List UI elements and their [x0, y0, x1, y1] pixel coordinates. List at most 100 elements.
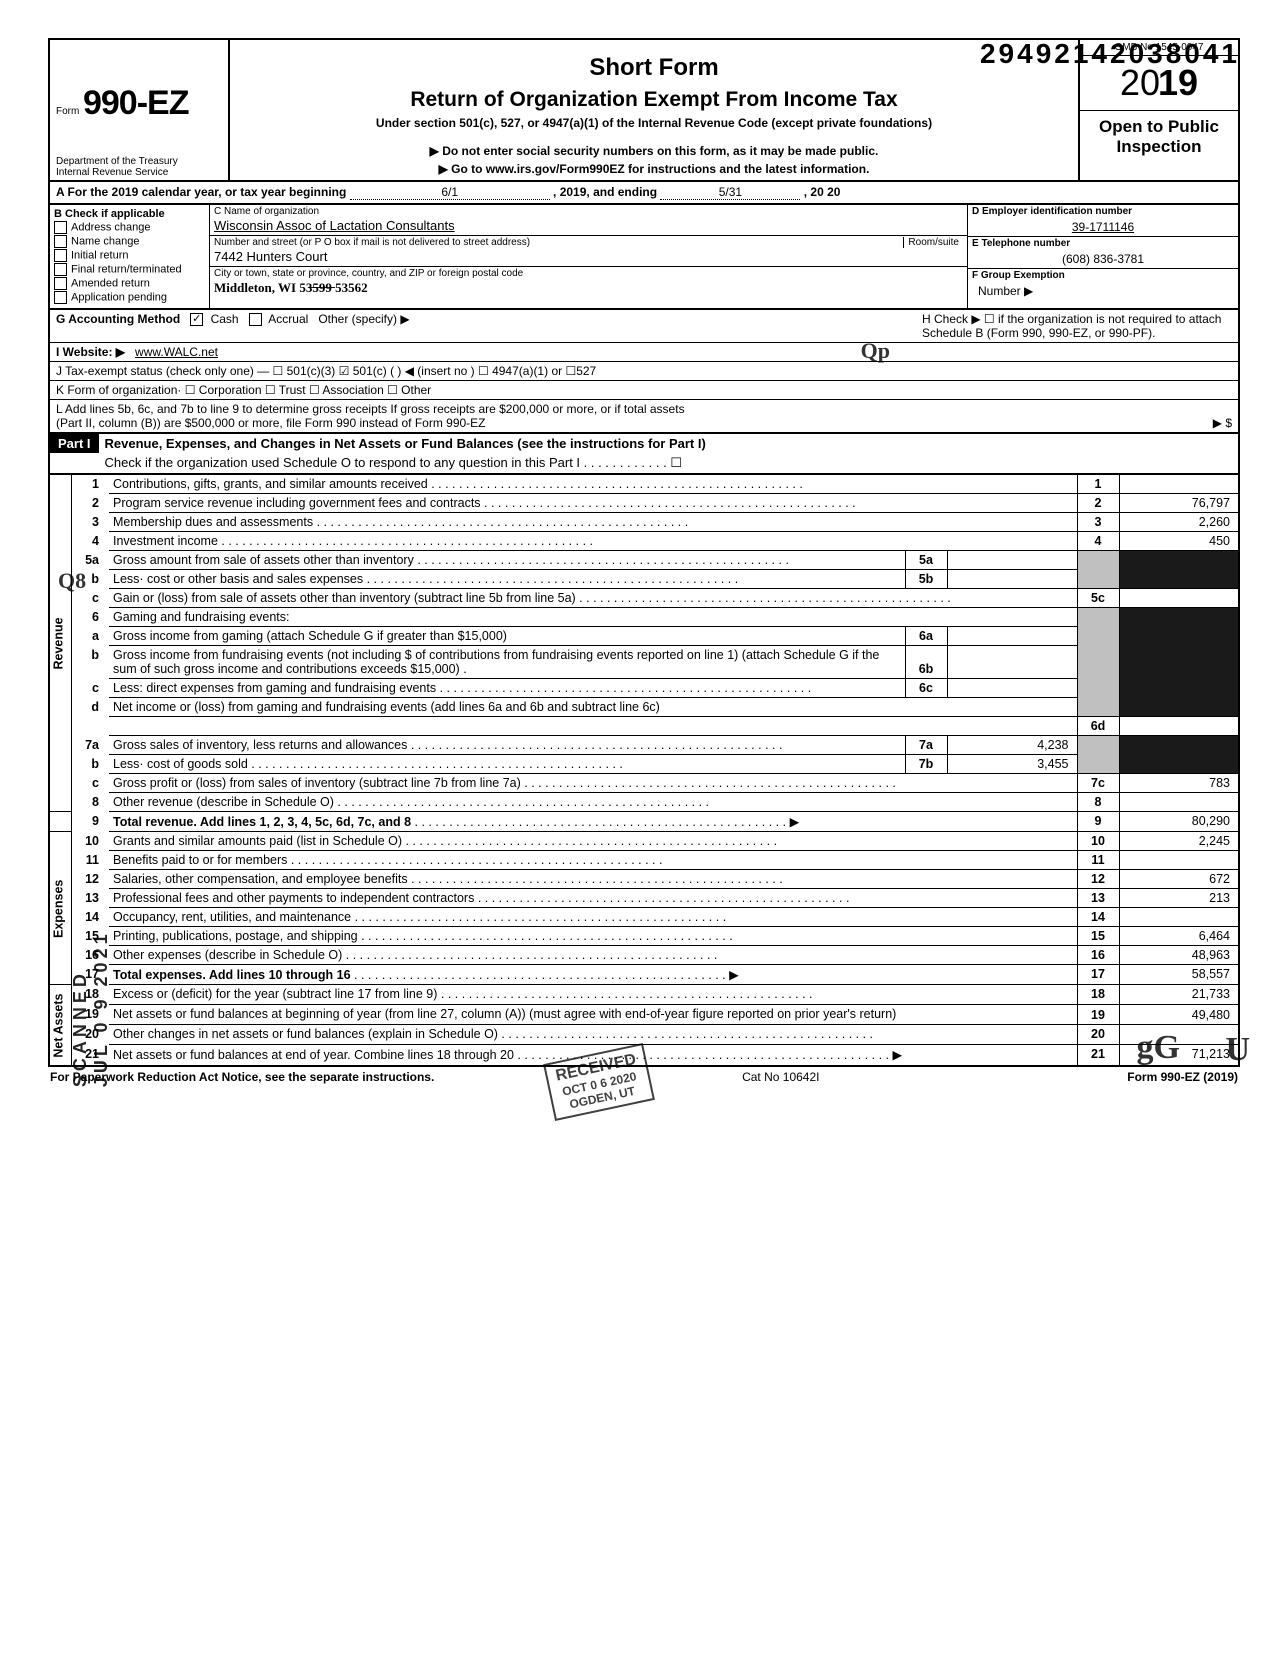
ln14-box: 14: [1077, 908, 1119, 927]
ln5a-desc: Gross amount from sale of assets other t…: [113, 553, 414, 567]
ln15-amt: 6,464: [1119, 927, 1239, 946]
ln11-amt: [1119, 851, 1239, 870]
ln10-num: 10: [71, 832, 109, 851]
ln7c-amt: 783: [1119, 774, 1239, 793]
ln6a-num: a: [71, 627, 109, 646]
under-section: Under section 501(c), 527, or 4947(a)(1)…: [240, 116, 1068, 130]
cb-cash[interactable]: ✓: [190, 313, 203, 326]
city-label: City or town, state or province, country…: [210, 267, 967, 280]
ln1-desc: Contributions, gifts, grants, and simila…: [113, 477, 428, 491]
ln5b-mbox: 5b: [905, 570, 947, 589]
ln10-amt: 2,245: [1119, 832, 1239, 851]
ln7c-num: c: [71, 774, 109, 793]
ln13-num: 13: [71, 889, 109, 908]
form-header: Form 990-EZ Department of the Treasury I…: [48, 38, 1240, 182]
ln5a-mbox: 5a: [905, 551, 947, 570]
dept-line2: Internal Revenue Service: [56, 167, 178, 178]
part1-label: Part I: [50, 434, 99, 453]
cash-label: Cash: [211, 312, 239, 326]
side-expenses: Expenses: [49, 832, 71, 985]
cb-accrual[interactable]: [249, 313, 262, 326]
ln12-amt: 672: [1119, 870, 1239, 889]
ln9-box: 9: [1077, 812, 1119, 832]
l-line2: (Part II, column (B)) are $500,000 or mo…: [56, 416, 1213, 430]
room-suite-label: Room/suite: [903, 237, 963, 248]
ln19-amt: 49,480: [1119, 1005, 1239, 1025]
ln6a-desc: Gross income from gaming (attach Schedul…: [109, 627, 905, 646]
short-form-label: Short Form: [240, 54, 1068, 82]
ln3-desc: Membership dues and assessments: [113, 515, 313, 529]
ln6b-mamt: [947, 646, 1077, 679]
phone-value: (608) 836-3781: [968, 250, 1238, 268]
year-begin: 6/1: [350, 185, 550, 200]
ln7c-desc: Gross profit or (loss) from sales of inv…: [113, 776, 521, 790]
row-k: K Form of organization· ☐ Corporation ☐ …: [50, 380, 1238, 399]
ln5c-num: c: [71, 589, 109, 608]
ln9-desc: Total revenue. Add lines 1, 2, 3, 4, 5c,…: [113, 815, 411, 829]
g-to-l-block: G Accounting Method ✓ Cash Accrual Other…: [48, 310, 1240, 434]
header-right: OMB No 1545-0047 2019 Open to Public Ins…: [1078, 40, 1238, 180]
form-990ez-page: 294921420380​41 Form 990-EZ Department o…: [48, 38, 1240, 1087]
cb-init-label: Initial return: [71, 249, 128, 261]
cb-name-label: Name change: [71, 235, 140, 247]
page-footer: For Paperwork Reduction Act Notice, see …: [48, 1067, 1240, 1087]
ln5c-desc: Gain or (loss) from sale of assets other…: [113, 591, 576, 605]
cb-name-change[interactable]: [54, 235, 67, 248]
ln21-desc: Net assets or fund balances at end of ye…: [113, 1048, 514, 1062]
cb-initial-return[interactable]: [54, 249, 67, 262]
ln10-box: 10: [1077, 832, 1119, 851]
c-label: C Name of organization: [210, 205, 967, 218]
ln19-box: 19: [1077, 1005, 1119, 1025]
cb-amended[interactable]: [54, 277, 67, 290]
part1-header-row: Part I Revenue, Expenses, and Changes in…: [48, 434, 1240, 475]
omb-number: OMB No 1545-0047: [1080, 40, 1238, 56]
ln2-desc: Program service revenue including govern…: [113, 496, 481, 510]
ln14-amt: [1119, 908, 1239, 927]
side-netassets: Net Assets: [49, 985, 71, 1067]
d-label: D Employer identification number: [968, 205, 1238, 218]
form-number: 990-EZ: [83, 84, 189, 122]
ln2-amt: 76,797: [1119, 494, 1239, 513]
ln18-amt: 21,733: [1119, 985, 1239, 1005]
ln4-num: 4: [71, 532, 109, 551]
ln7c-box: 7c: [1077, 774, 1119, 793]
ln9-num: 9: [71, 812, 109, 832]
ln6d-amt: [1119, 717, 1239, 736]
year-end: 5/31: [660, 185, 800, 200]
other-label: Other (specify) ▶: [318, 312, 409, 326]
side-revenue: Revenue: [49, 475, 71, 812]
footer-mid: Cat No 10642I: [434, 1070, 1127, 1084]
cb-app-pending[interactable]: [54, 291, 67, 304]
dept-treasury: Department of the Treasury Internal Reve…: [56, 156, 178, 178]
header-left: Form 990-EZ Department of the Treasury I…: [50, 40, 230, 180]
ln5b-num: b: [71, 570, 109, 589]
ln6c-mamt: [947, 679, 1077, 698]
ln7-dark: [1119, 736, 1239, 774]
ln6d-desc: Net income or (loss) from gaming and fun…: [109, 698, 1077, 717]
ln20-desc: Other changes in net assets or fund bala…: [113, 1027, 498, 1041]
cb-final-return[interactable]: [54, 263, 67, 276]
ln5-dark: [1119, 551, 1239, 589]
ln6c-num: c: [71, 679, 109, 698]
ln13-desc: Professional fees and other payments to …: [113, 891, 474, 905]
ln4-box: 4: [1077, 532, 1119, 551]
ln13-box: 13: [1077, 889, 1119, 908]
goto-url: ▶ Go to www.irs.gov/Form990EZ for instru…: [240, 162, 1068, 176]
ln14-desc: Occupancy, rent, utilities, and maintena…: [113, 910, 351, 924]
ln15-desc: Printing, publications, postage, and shi…: [113, 929, 358, 943]
ln8-amt: [1119, 793, 1239, 812]
ln6-dark: [1119, 608, 1239, 717]
ln5c-amt: [1119, 589, 1239, 608]
f-label: F Group Exemption: [968, 269, 1238, 282]
cb-amend-label: Amended return: [71, 277, 150, 289]
ln5b-desc: Less· cost or other basis and sales expe…: [113, 572, 363, 586]
i-label: I Website: ▶: [56, 345, 125, 359]
h-text: H Check ▶ ☐ if the organization is not r…: [922, 312, 1232, 340]
ln6c-mbox: 6c: [905, 679, 947, 698]
ln12-box: 12: [1077, 870, 1119, 889]
ln1-box: 1: [1077, 475, 1119, 494]
ln18-desc: Excess or (deficit) for the year (subtra…: [113, 987, 437, 1001]
col-c-name-addr: C Name of organization Wisconsin Assoc o…: [210, 205, 968, 308]
cb-address-change[interactable]: [54, 221, 67, 234]
part1-table: Revenue 1 Contributions, gifts, grants, …: [48, 475, 1240, 1067]
